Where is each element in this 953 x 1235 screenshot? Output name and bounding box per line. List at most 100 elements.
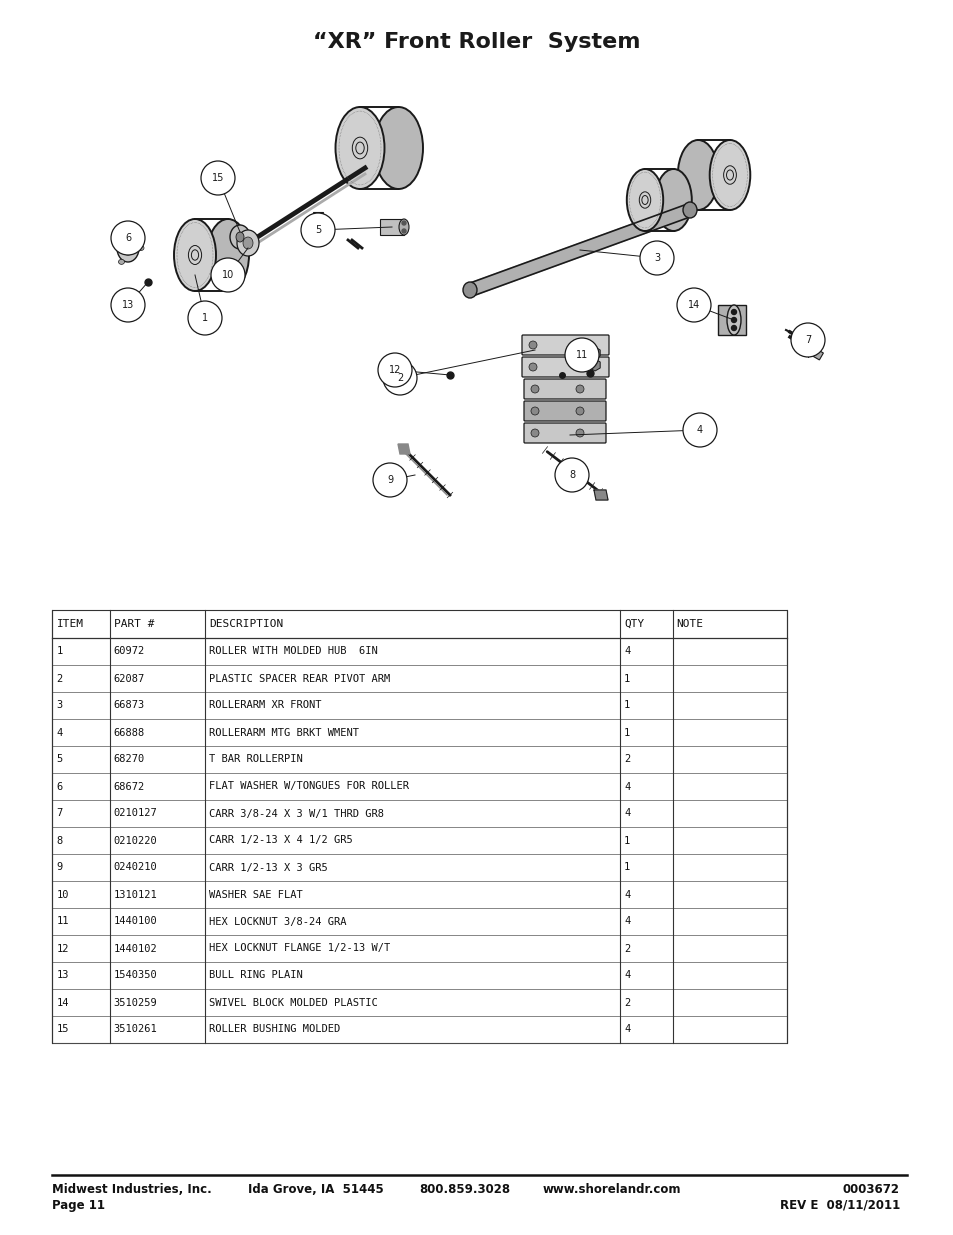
Text: SWIVEL BLOCK MOLDED PLASTIC: SWIVEL BLOCK MOLDED PLASTIC: [209, 998, 377, 1008]
Ellipse shape: [682, 203, 697, 219]
Text: 5: 5: [314, 225, 321, 235]
Text: 4: 4: [697, 425, 702, 435]
Ellipse shape: [374, 107, 422, 189]
Text: 3: 3: [653, 253, 659, 263]
Text: 3: 3: [56, 700, 63, 710]
Circle shape: [382, 361, 416, 395]
Circle shape: [401, 228, 406, 233]
Text: ROLLERARM MTG BRKT WMENT: ROLLERARM MTG BRKT WMENT: [209, 727, 358, 737]
Text: 15: 15: [56, 1025, 69, 1035]
Ellipse shape: [335, 107, 384, 189]
Circle shape: [531, 385, 538, 393]
Text: 1: 1: [56, 646, 63, 657]
Circle shape: [531, 408, 538, 415]
Text: “XR” Front Roller  System: “XR” Front Roller System: [313, 32, 640, 52]
Circle shape: [677, 288, 710, 322]
Text: 1310121: 1310121: [113, 889, 157, 899]
FancyBboxPatch shape: [523, 424, 605, 443]
Circle shape: [201, 161, 234, 195]
Ellipse shape: [118, 232, 125, 237]
Text: 7: 7: [804, 335, 810, 345]
Ellipse shape: [230, 225, 250, 249]
Text: 4: 4: [56, 727, 63, 737]
Text: PART #: PART #: [113, 619, 154, 629]
Text: REV E  08/11/2011: REV E 08/11/2011: [779, 1199, 899, 1212]
Text: 8: 8: [56, 836, 63, 846]
Text: 4: 4: [623, 782, 630, 792]
Polygon shape: [594, 490, 607, 500]
Circle shape: [211, 258, 245, 291]
Text: 0210220: 0210220: [113, 836, 157, 846]
Text: 4: 4: [623, 971, 630, 981]
Text: 68270: 68270: [113, 755, 145, 764]
Ellipse shape: [138, 246, 144, 251]
Text: 2: 2: [56, 673, 63, 683]
Bar: [52, 610, 786, 1044]
FancyBboxPatch shape: [521, 335, 608, 354]
FancyBboxPatch shape: [523, 379, 605, 399]
Text: 4: 4: [623, 646, 630, 657]
Text: 800.859.3028: 800.859.3028: [418, 1183, 510, 1195]
Text: 12: 12: [56, 944, 69, 953]
Text: 1440102: 1440102: [113, 944, 157, 953]
Circle shape: [555, 458, 588, 492]
Text: 0003672: 0003672: [842, 1183, 899, 1195]
Ellipse shape: [117, 233, 139, 262]
Circle shape: [731, 310, 736, 315]
Circle shape: [529, 341, 537, 350]
Text: 8: 8: [568, 471, 575, 480]
Text: 10: 10: [222, 270, 233, 280]
Text: 4: 4: [623, 916, 630, 926]
Bar: [808, 347, 822, 359]
Ellipse shape: [726, 305, 740, 335]
Text: T BAR ROLLERPIN: T BAR ROLLERPIN: [209, 755, 302, 764]
Ellipse shape: [207, 219, 249, 291]
Text: ROLLER BUSHING MOLDED: ROLLER BUSHING MOLDED: [209, 1025, 340, 1035]
Polygon shape: [397, 445, 410, 454]
Text: 14: 14: [56, 998, 69, 1008]
Text: ROLLER WITH MOLDED HUB  6IN: ROLLER WITH MOLDED HUB 6IN: [209, 646, 377, 657]
Polygon shape: [589, 359, 599, 370]
Text: Midwest Industries, Inc.: Midwest Industries, Inc.: [52, 1183, 212, 1195]
Ellipse shape: [235, 232, 244, 242]
Circle shape: [531, 429, 538, 437]
Text: 1: 1: [202, 312, 208, 324]
Text: 7: 7: [56, 809, 63, 819]
Circle shape: [564, 338, 598, 372]
Ellipse shape: [243, 237, 253, 249]
Text: 1: 1: [623, 700, 630, 710]
Bar: [379, 219, 403, 235]
Ellipse shape: [655, 169, 691, 231]
Circle shape: [529, 363, 537, 370]
Circle shape: [576, 408, 583, 415]
Text: CARR 3/8-24 X 3 W/1 THRD GR8: CARR 3/8-24 X 3 W/1 THRD GR8: [209, 809, 384, 819]
Text: CARR 1/2-13 X 4 1/2 GR5: CARR 1/2-13 X 4 1/2 GR5: [209, 836, 353, 846]
Text: HEX LOCKNUT FLANGE 1/2-13 W/T: HEX LOCKNUT FLANGE 1/2-13 W/T: [209, 944, 390, 953]
Ellipse shape: [709, 140, 749, 210]
Circle shape: [576, 385, 583, 393]
Bar: [304, 222, 332, 232]
Text: HEX LOCKNUT 3/8-24 GRA: HEX LOCKNUT 3/8-24 GRA: [209, 916, 346, 926]
Text: Page 11: Page 11: [52, 1199, 106, 1212]
Text: 66873: 66873: [113, 700, 145, 710]
Circle shape: [578, 341, 586, 350]
Text: 6: 6: [125, 233, 131, 243]
Text: 15: 15: [212, 173, 224, 183]
Text: FLAT WASHER W/TONGUES FOR ROLLER: FLAT WASHER W/TONGUES FOR ROLLER: [209, 782, 409, 792]
Ellipse shape: [462, 282, 476, 298]
Text: PLASTIC SPACER REAR PIVOT ARM: PLASTIC SPACER REAR PIVOT ARM: [209, 673, 390, 683]
Text: 10: 10: [56, 889, 69, 899]
Text: 14: 14: [687, 300, 700, 310]
Circle shape: [373, 463, 407, 496]
Circle shape: [301, 212, 335, 247]
Ellipse shape: [118, 259, 125, 264]
Circle shape: [377, 353, 412, 387]
Circle shape: [639, 241, 673, 275]
Text: 1: 1: [623, 836, 630, 846]
Ellipse shape: [677, 140, 718, 210]
FancyBboxPatch shape: [523, 401, 605, 421]
Text: 4: 4: [623, 889, 630, 899]
Circle shape: [576, 429, 583, 437]
Text: 11: 11: [576, 350, 587, 359]
Text: 4: 4: [623, 1025, 630, 1035]
